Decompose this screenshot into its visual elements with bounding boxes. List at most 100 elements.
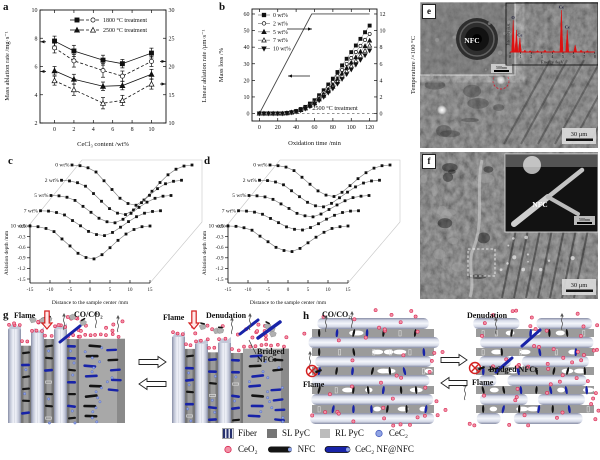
svg-text:Oxidation time /min: Oxidation time /min — [288, 140, 341, 147]
svg-text:15: 15 — [169, 93, 175, 99]
chart-b-series-4 — [256, 48, 373, 117]
legend-item-label: Fiber — [238, 428, 257, 438]
chart-a-series-3 — [51, 75, 155, 110]
schematic-h-before — [302, 308, 448, 428]
svg-text:12: 12 — [380, 12, 386, 18]
nfc-inset-f: NFC 500nm — [504, 153, 598, 233]
panel-b-label: b — [219, 1, 226, 13]
legend-item-nfc: NFC — [267, 444, 316, 455]
svg-text:50: 50 — [244, 29, 250, 35]
svg-text:-1.5: -1.5 — [216, 278, 224, 283]
svg-text:6: 6 — [380, 62, 383, 68]
h-co-co2-label: CO/CO₂ — [322, 310, 351, 319]
transform-arrow — [138, 355, 167, 369]
schematic-h-after — [467, 308, 600, 428]
rl-pyc-icon — [319, 428, 330, 438]
sl-pyc-icon — [267, 428, 277, 438]
svg-text:6: 6 — [573, 55, 575, 59]
svg-text:-0.9: -0.9 — [18, 257, 26, 262]
svg-text:0: 0 — [509, 55, 511, 59]
svg-text:Ablation depth /mm: Ablation depth /mm — [4, 230, 10, 275]
svg-text:2 wt%: 2 wt% — [243, 178, 258, 184]
svg-text:Ce: Ce — [565, 25, 570, 30]
schematic-g-vertical-fibers — [7, 310, 289, 425]
transform-arrow — [440, 353, 468, 367]
svg-text:15: 15 — [346, 288, 352, 293]
chart-c-ablation-depth-waterfall: 0.0 -0.3 -0.6 -0.9 -1.2 -1.5-15 -10 -5 0 5 10 15 Dis… — [4, 159, 203, 306]
svg-text:0 wt%: 0 wt% — [273, 13, 288, 19]
g-bridged-nfcs-label: Bridged NFCs — [257, 347, 285, 365]
svg-text:Distance to the sample center: Distance to the sample center /mm — [250, 300, 327, 306]
svg-text:2: 2 — [530, 55, 532, 59]
svg-text:10: 10 — [32, 8, 38, 14]
ceo2-icon — [224, 445, 232, 453]
bright-particle-circled — [496, 75, 506, 85]
svg-text:Temperature /×100 °C: Temperature /×100 °C — [410, 36, 417, 94]
svg-text:0: 0 — [53, 127, 56, 133]
svg-text:-1.5: -1.5 — [18, 278, 26, 283]
svg-text:120: 120 — [365, 125, 374, 131]
eds-target-circle — [492, 72, 510, 90]
svg-text:20: 20 — [275, 125, 281, 131]
panel-f-label: f — [422, 154, 436, 169]
svg-text:Ce: Ce — [559, 5, 564, 10]
transform-arrow — [440, 376, 468, 390]
svg-text:-1.2: -1.2 — [18, 267, 26, 272]
svg-text:NFC: NFC — [532, 200, 547, 209]
svg-text:0.0: 0.0 — [19, 225, 26, 230]
figure-legend: Fiber SL PyC RL PyC CeC₂ CeO₂ NFC CeC₂ NF@NFC — [222, 425, 482, 457]
svg-text:2: 2 — [380, 95, 383, 101]
chart-d-series-3 — [237, 209, 360, 232]
bridged-nfc-rod — [520, 328, 542, 348]
svg-text:Energy /keV: Energy /keV — [541, 60, 565, 65]
svg-text:-0.3: -0.3 — [216, 235, 224, 240]
bright-particle — [437, 105, 447, 115]
svg-text:500nm: 500nm — [496, 65, 508, 70]
svg-text:10: 10 — [148, 127, 154, 133]
svg-text:5: 5 — [562, 55, 564, 59]
svg-text:NFC: NFC — [464, 36, 479, 45]
svg-text:-0.9: -0.9 — [216, 257, 224, 262]
svg-text:10: 10 — [326, 288, 332, 293]
svg-text:5: 5 — [307, 288, 310, 293]
svg-text:0: 0 — [247, 112, 250, 118]
h-flame-label-right: Flame — [472, 378, 494, 387]
legend-item-fiber: Fiber — [222, 427, 257, 439]
svg-text:-0.6: -0.6 — [18, 246, 26, 251]
svg-text:0: 0 — [258, 125, 261, 131]
svg-text:30 μm: 30 μm — [571, 131, 588, 138]
svg-text:60: 60 — [244, 12, 250, 18]
svg-text:10: 10 — [244, 95, 250, 101]
chart-a-series-0 — [52, 35, 154, 69]
chart-b-mass-loss: 0 20 40 60 80 100 120 0 10 20 30 40 50 60 0 2 4 6 8 10 12 Oxi… — [218, 8, 417, 147]
svg-text:20: 20 — [169, 65, 175, 71]
legend-item-label: CeC₂ NF@NFC — [355, 444, 414, 454]
svg-text:10 wt%: 10 wt% — [11, 224, 28, 230]
svg-text:10 wt%: 10 wt% — [209, 224, 226, 230]
flame-arrow-icon — [187, 310, 201, 330]
svg-text:2: 2 — [35, 121, 38, 127]
h-bridged-nfcs-label: Bridged NFCs — [489, 365, 539, 374]
svg-text:4: 4 — [551, 55, 553, 59]
chart-d-ablation-depth-waterfall: 0.0 -0.3 -0.6 -0.9 -1.2 -1.5-15 -10 -5 0 5 10 15 Dis… — [202, 159, 401, 306]
svg-text:8: 8 — [131, 127, 134, 133]
svg-text:CeCl₃ content /wt%: CeCl₃ content /wt% — [77, 141, 129, 148]
eds-spectrum-inset: O Ce Ce Ce 0 1 2 3 4 5 6 7 8 Energy /keV Intensity /a.… — [506, 2, 598, 66]
svg-text:-0.3: -0.3 — [18, 235, 26, 240]
legend-item-cec2: CeC₂ — [373, 428, 408, 439]
svg-text:Linear ablation rate /μm·s⁻¹: Linear ablation rate /μm·s⁻¹ — [201, 29, 208, 102]
g-denudation-label: Denudation — [206, 311, 247, 320]
svg-text:0 wt%: 0 wt% — [253, 163, 268, 169]
chart-a-series-2 — [51, 66, 155, 91]
svg-text:7: 7 — [583, 55, 585, 59]
g-flame-label-right: Flame — [163, 313, 185, 322]
legend-item-cec2nfnfc: CeC₂ NF@NFC — [324, 444, 414, 455]
svg-text:10: 10 — [128, 288, 134, 293]
svg-text:0.0: 0.0 — [217, 225, 224, 230]
legend-item-label: NFC — [297, 444, 316, 454]
legend-item-label: CeC₂ — [388, 428, 409, 438]
svg-text:0 wt%: 0 wt% — [55, 163, 70, 169]
g-co-co2-label: CO/CO₂ — [74, 310, 103, 319]
cec2-icon — [375, 429, 383, 437]
svg-text:7 wt%: 7 wt% — [24, 208, 39, 214]
